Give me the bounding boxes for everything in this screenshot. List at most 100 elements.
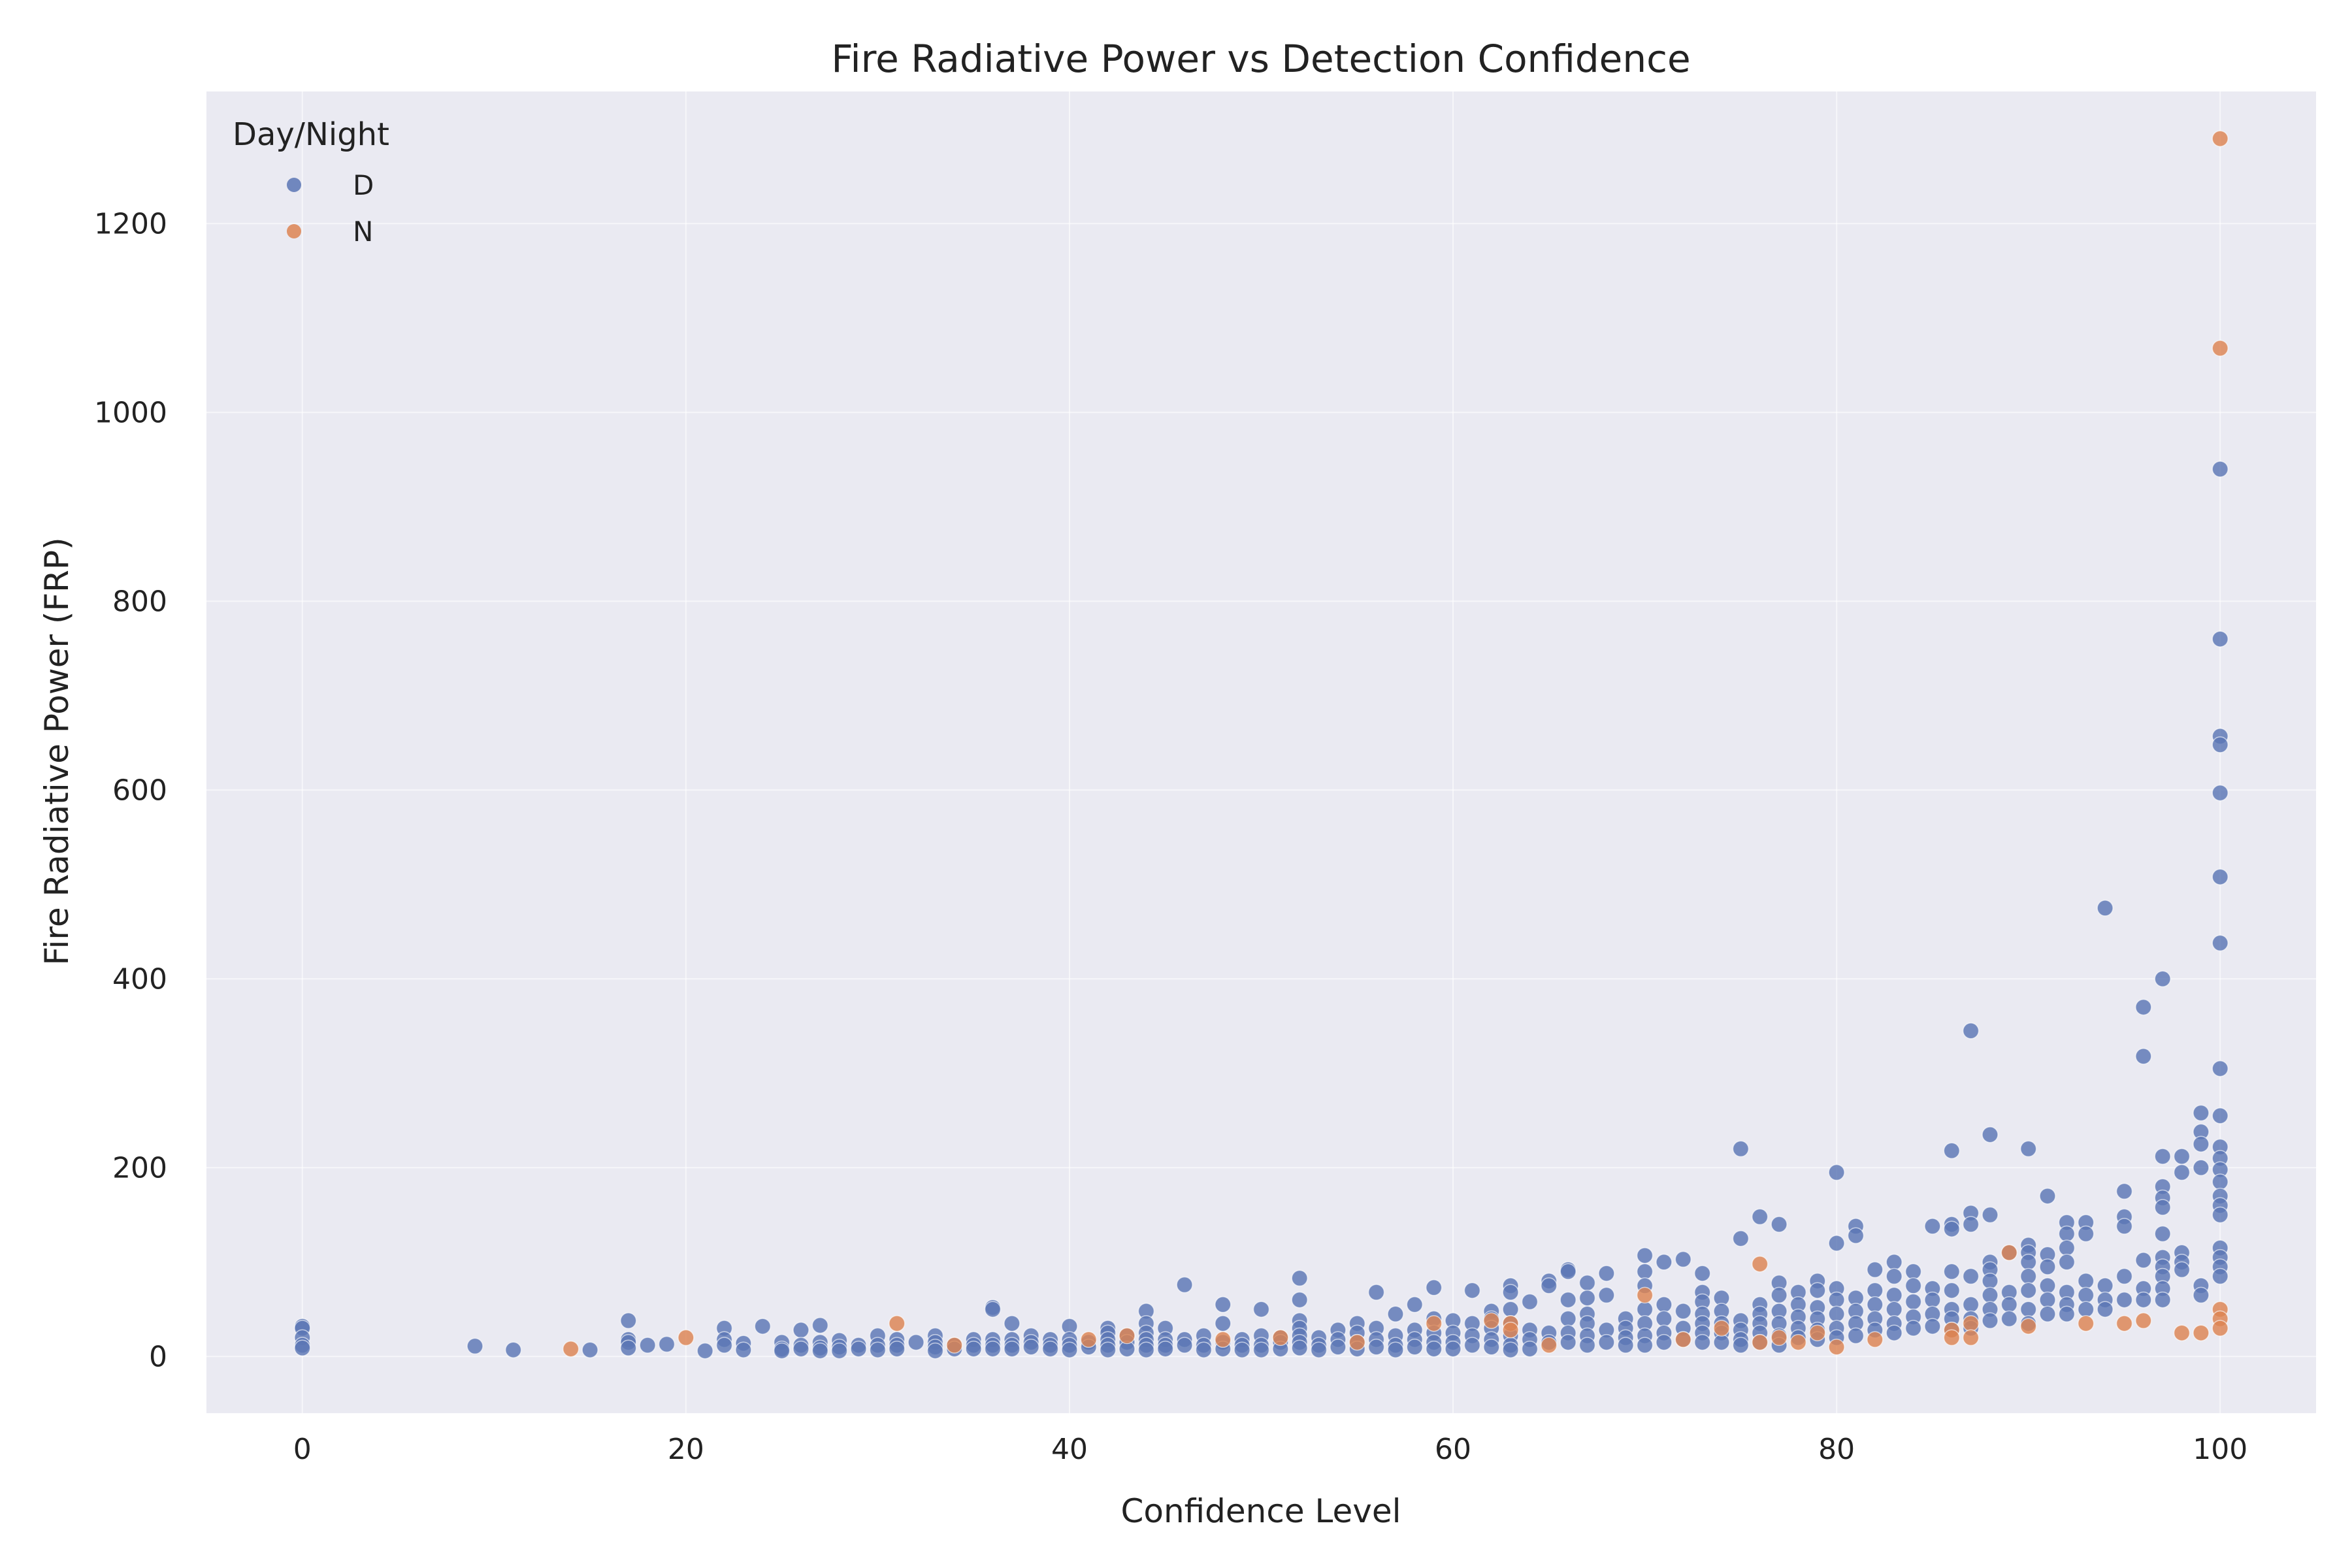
point-n <box>1962 1329 1980 1347</box>
legend-marker-n <box>287 224 301 238</box>
point-d <box>1693 1265 1711 1282</box>
point-d <box>2019 1267 2037 1285</box>
point-d <box>2212 1267 2229 1285</box>
point-n <box>1751 1255 1769 1273</box>
point-d <box>2077 1225 2095 1243</box>
point-n <box>1867 1331 1884 1348</box>
point-d <box>581 1341 598 1358</box>
point-d <box>1656 1333 1673 1351</box>
point-d <box>620 1312 637 1330</box>
point-d <box>1904 1320 1922 1337</box>
point-d <box>1521 1293 1539 1311</box>
point-d <box>1771 1216 1788 1233</box>
point-d <box>1425 1279 1443 1296</box>
point-d <box>504 1341 522 1358</box>
point-d <box>2135 1291 2152 1309</box>
point-d <box>1367 1284 1385 1301</box>
point-d <box>1962 1022 1980 1039</box>
point-d <box>2193 1286 2210 1304</box>
point-d <box>1310 1341 1328 1358</box>
point-d <box>2039 1277 2056 1294</box>
point-d <box>2001 1296 2018 1313</box>
point-n <box>1119 1327 1135 1345</box>
point-d <box>1560 1333 1576 1351</box>
point-d <box>2212 630 2229 647</box>
point-d <box>792 1340 809 1358</box>
point-d <box>1982 1272 1999 1290</box>
grid-lines <box>206 91 2316 1413</box>
data-points <box>294 130 2229 1360</box>
point-d <box>965 1340 982 1358</box>
point-n <box>1771 1329 1788 1347</box>
point-d <box>2212 1206 2229 1224</box>
point-d <box>2001 1310 2018 1328</box>
point-d <box>1061 1341 1078 1358</box>
point-d <box>1982 1312 1999 1330</box>
point-d <box>2115 1291 2133 1309</box>
point-d <box>1751 1208 1769 1226</box>
point-d <box>984 1340 1002 1358</box>
point-d <box>2039 1258 2056 1275</box>
point-d <box>1636 1263 1654 1281</box>
point-d <box>2058 1254 2076 1271</box>
point-d <box>889 1340 906 1358</box>
x-tick-label: 20 <box>668 1433 704 1466</box>
point-d <box>1962 1267 1980 1285</box>
point-d <box>2115 1218 2133 1235</box>
point-d <box>1656 1254 1673 1271</box>
point-d <box>2135 998 2152 1016</box>
point-d <box>1828 1235 1845 1252</box>
point-d <box>1560 1291 1576 1309</box>
legend-title: Day/Night <box>233 116 389 153</box>
point-d <box>1943 1263 1961 1281</box>
point-d <box>1425 1340 1443 1358</box>
point-d <box>1560 1263 1576 1281</box>
point-d <box>792 1322 809 1339</box>
point-d <box>715 1337 733 1354</box>
point-d <box>2115 1267 2133 1285</box>
point-d <box>2019 1282 2037 1299</box>
point-d <box>2193 1159 2210 1177</box>
point-n <box>1483 1312 1500 1330</box>
point-d <box>1904 1277 1922 1294</box>
x-tick-label: 40 <box>1051 1433 1088 1466</box>
x-tick-label: 60 <box>1435 1433 1471 1466</box>
point-n <box>2173 1324 2191 1341</box>
point-n <box>1828 1339 1845 1356</box>
point-d <box>1982 1126 1999 1143</box>
point-d <box>1693 1333 1711 1351</box>
legend-label-d: D <box>353 169 374 201</box>
point-n <box>2115 1315 2133 1332</box>
point-d <box>1656 1310 1673 1328</box>
point-d <box>1809 1282 1826 1299</box>
y-tick-label: 400 <box>112 962 167 996</box>
x-tick-label: 100 <box>2193 1433 2247 1466</box>
point-d <box>1406 1296 1424 1313</box>
point-d <box>1924 1218 1941 1235</box>
point-d <box>1732 1337 1750 1354</box>
point-d <box>1252 1301 1270 1318</box>
point-d <box>1847 1327 1865 1345</box>
point-d <box>1732 1140 1750 1158</box>
point-d <box>2212 868 2229 885</box>
point-d <box>1195 1341 1213 1358</box>
point-d <box>1502 1284 1519 1301</box>
point-d <box>2135 1048 2152 1065</box>
legend-marker-d <box>287 178 301 192</box>
point-d <box>1521 1340 1539 1358</box>
y-tick-label: 1000 <box>94 396 167 429</box>
point-d <box>2212 784 2229 802</box>
point-d <box>1291 1291 1308 1309</box>
point-d <box>466 1337 483 1355</box>
point-d <box>2077 1286 2095 1304</box>
y-axis-label: Fire Radiative Power (FRP) <box>38 537 76 965</box>
point-n <box>678 1329 694 1347</box>
plot-area <box>206 91 2316 1413</box>
point-n <box>2193 1324 2210 1341</box>
point-d <box>2039 1187 2056 1205</box>
point-d <box>2154 970 2171 988</box>
point-d <box>1924 1291 1941 1309</box>
point-d <box>1867 1296 1884 1313</box>
point-n <box>1713 1320 1730 1337</box>
